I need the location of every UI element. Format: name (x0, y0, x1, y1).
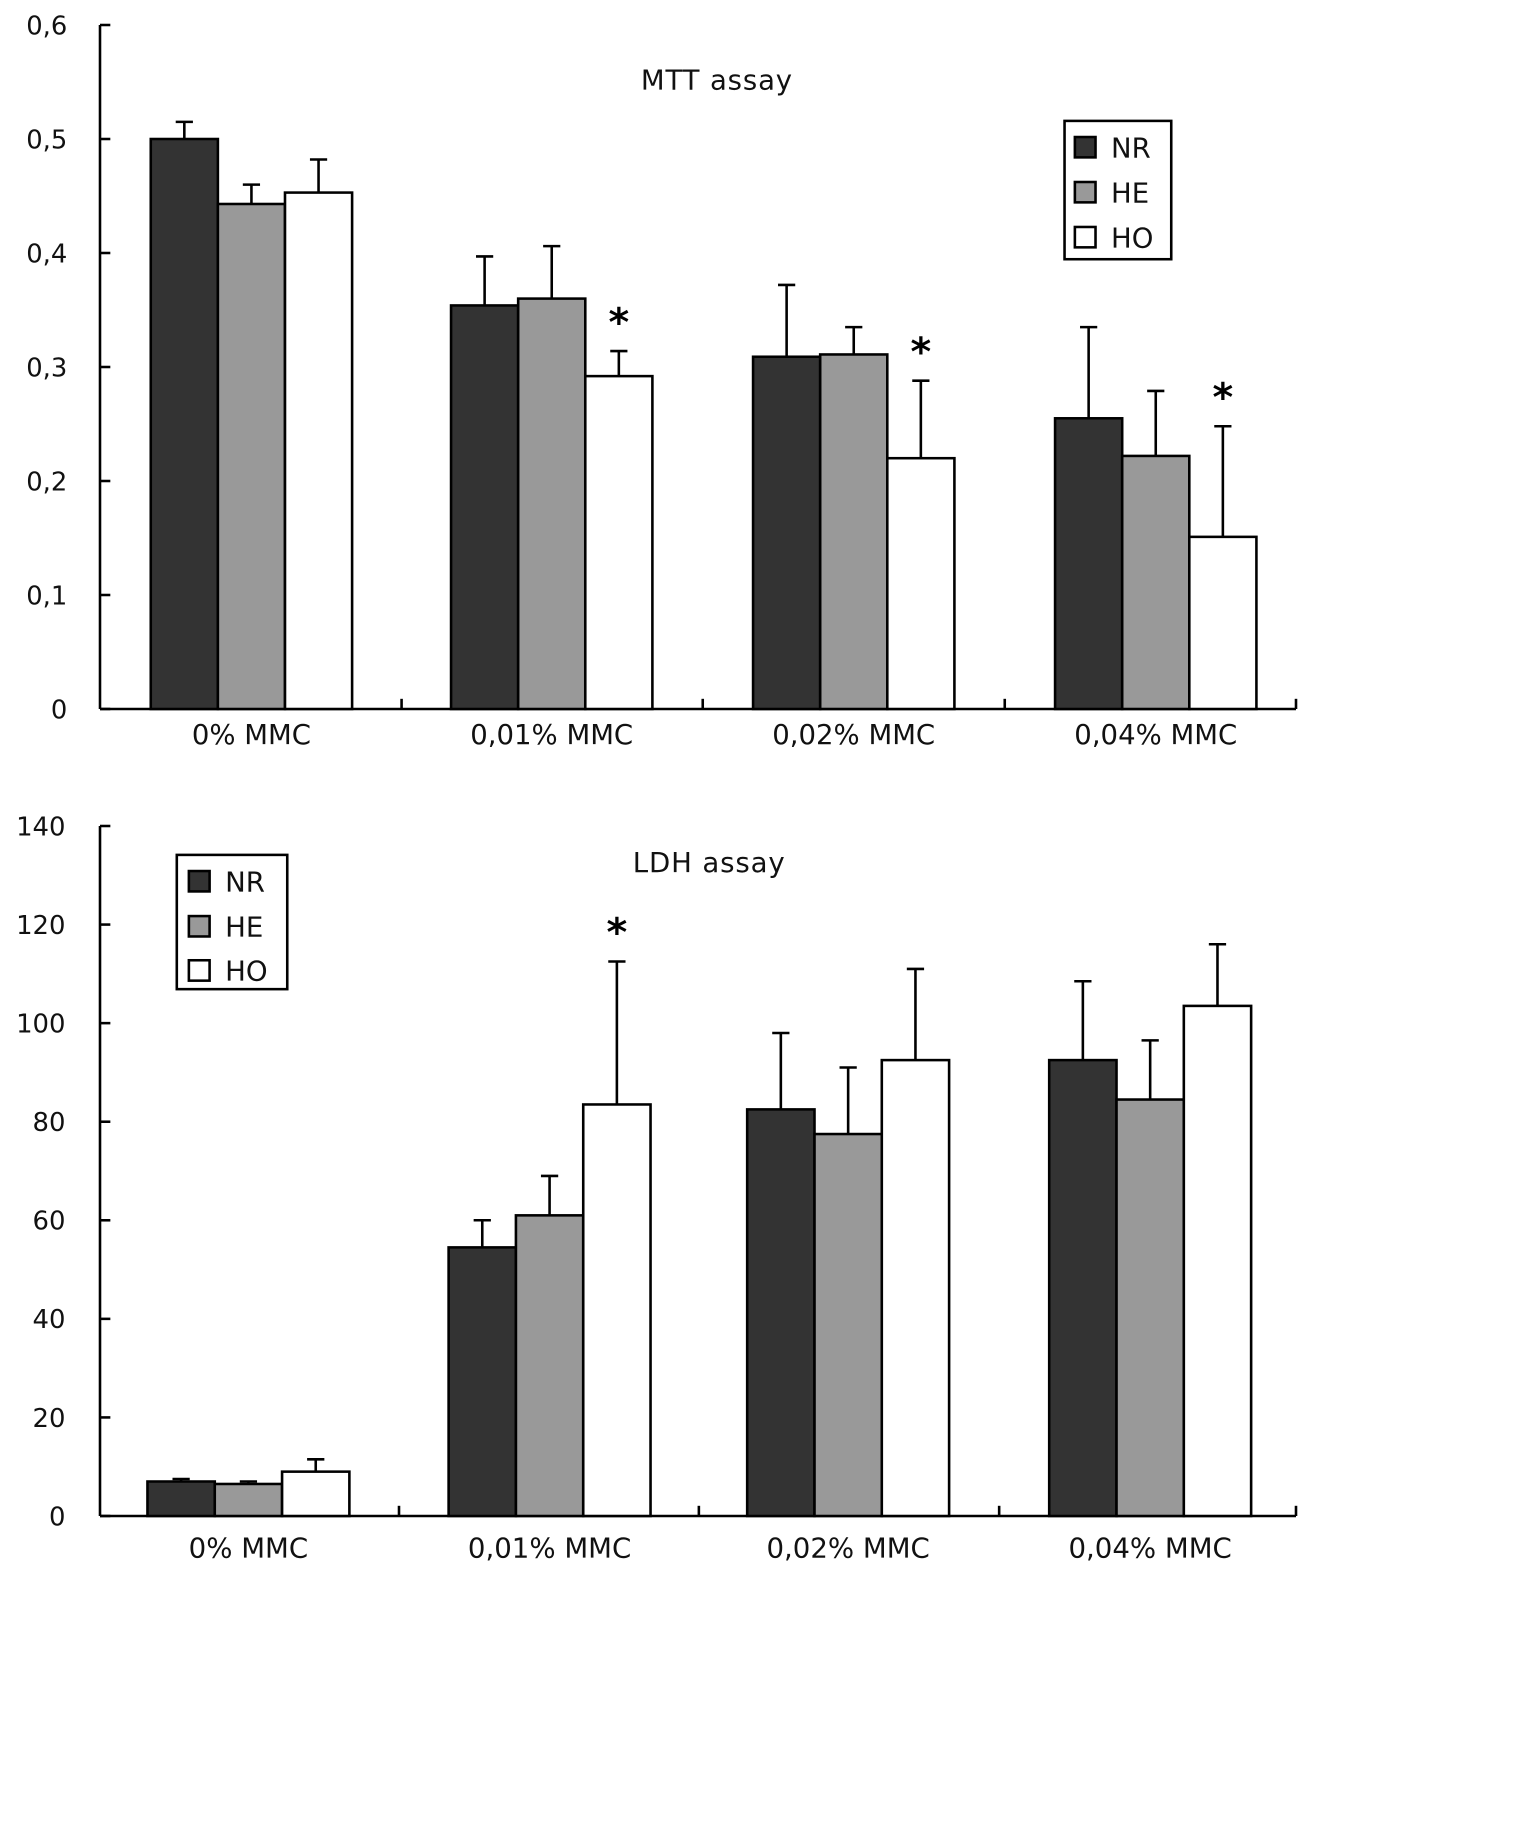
bar-HO-1 (583, 374, 654, 711)
bar-HE-0 (213, 1482, 284, 1518)
chart-title: LDH assay (633, 848, 786, 879)
bar-NR-0 (146, 1480, 217, 1518)
y-tick-label: 0 (51, 695, 67, 725)
y-tick-label: 0,6 (26, 11, 67, 41)
y-tick-label: 40 (33, 1305, 66, 1335)
legend-swatch-HE (1073, 180, 1097, 204)
bar-NR-1 (449, 304, 520, 711)
legend: NR HE HO (175, 853, 289, 991)
y-tick-label: 80 (33, 1108, 66, 1138)
bar-NR-2 (745, 1108, 816, 1518)
legend-swatch-HO (187, 958, 211, 982)
bar-HO-3 (1188, 535, 1258, 711)
y-tick-label: 0,4 (26, 239, 67, 269)
bar-HE-2 (813, 1132, 884, 1518)
bar-HO-3 (1182, 1004, 1253, 1518)
chart-title: MTT assay (641, 66, 793, 97)
x-category-label: 0,02% MMC (766, 1534, 929, 1565)
legend-label-HE: HE (225, 913, 263, 944)
y-tick-label: 0 (49, 1503, 65, 1533)
y-tick-label: 120 (16, 911, 65, 941)
x-category-label: 0,01% MMC (470, 720, 633, 751)
x-category-label: 0% MMC (189, 1534, 308, 1565)
significance-marker: * (910, 331, 931, 376)
y-tick-label: 0,3 (26, 353, 67, 383)
y-tick-label: 60 (33, 1207, 66, 1237)
significance-marker: * (607, 911, 628, 957)
y-tick-label: 140 (16, 813, 65, 843)
legend-swatch-HE (187, 914, 211, 938)
bar-HO-0 (280, 1470, 351, 1518)
x-category-label: 0,04% MMC (1074, 720, 1237, 751)
bar-NR-1 (447, 1246, 518, 1518)
bar-HO-2 (886, 456, 956, 711)
chart-mtt: 0 0,1 0,2 0,3 0,4 0,5 0,6 * * * 0% MMC 0,01% MMC 0,0… (26, 11, 1298, 751)
chart-ldh: 0 20 40 60 80 100 120 140 * 0% MMC 0,01% MMC 0,02% … (16, 813, 1298, 1565)
bar-HO-2 (880, 1058, 951, 1518)
x-category-label: 0% MMC (192, 720, 311, 751)
legend-label-NR: NR (1111, 134, 1151, 165)
bar-NR-3 (1047, 1058, 1118, 1518)
bar-HO-1 (581, 1103, 652, 1518)
bar-HE-1 (516, 297, 587, 711)
bar-NR-3 (1053, 417, 1124, 711)
y-tick-label: 0,1 (26, 581, 67, 611)
bar-HO-0 (283, 191, 354, 711)
x-category-label: 0,01% MMC (468, 1534, 631, 1565)
significance-marker: * (608, 301, 629, 346)
legend-swatch-NR (1073, 135, 1097, 159)
bar-HE-0 (216, 202, 287, 711)
legend-label-HE: HE (1111, 179, 1149, 210)
y-tick-label: 20 (33, 1404, 66, 1434)
legend-swatch-HO (1073, 225, 1097, 249)
legend-label-NR: NR (225, 868, 265, 899)
y-tick-label: 0,5 (26, 125, 67, 155)
legend-swatch-NR (187, 869, 211, 893)
legend-label-HO: HO (1111, 224, 1153, 255)
x-category-label: 0,02% MMC (772, 720, 935, 751)
x-category-label: 0,04% MMC (1068, 1534, 1231, 1565)
bar-NR-0 (149, 137, 220, 711)
y-tick-label: 100 (16, 1010, 65, 1040)
bar-HE-3 (1120, 454, 1191, 711)
legend: NR HE HO (1063, 119, 1173, 261)
legend-label-HO: HO (225, 957, 267, 988)
bar-HE-2 (818, 353, 889, 711)
significance-marker: * (1213, 376, 1234, 421)
y-tick-label: 0,2 (26, 467, 67, 497)
bar-HE-3 (1115, 1098, 1186, 1518)
bar-HE-1 (514, 1214, 585, 1518)
bar-NR-2 (751, 355, 822, 711)
